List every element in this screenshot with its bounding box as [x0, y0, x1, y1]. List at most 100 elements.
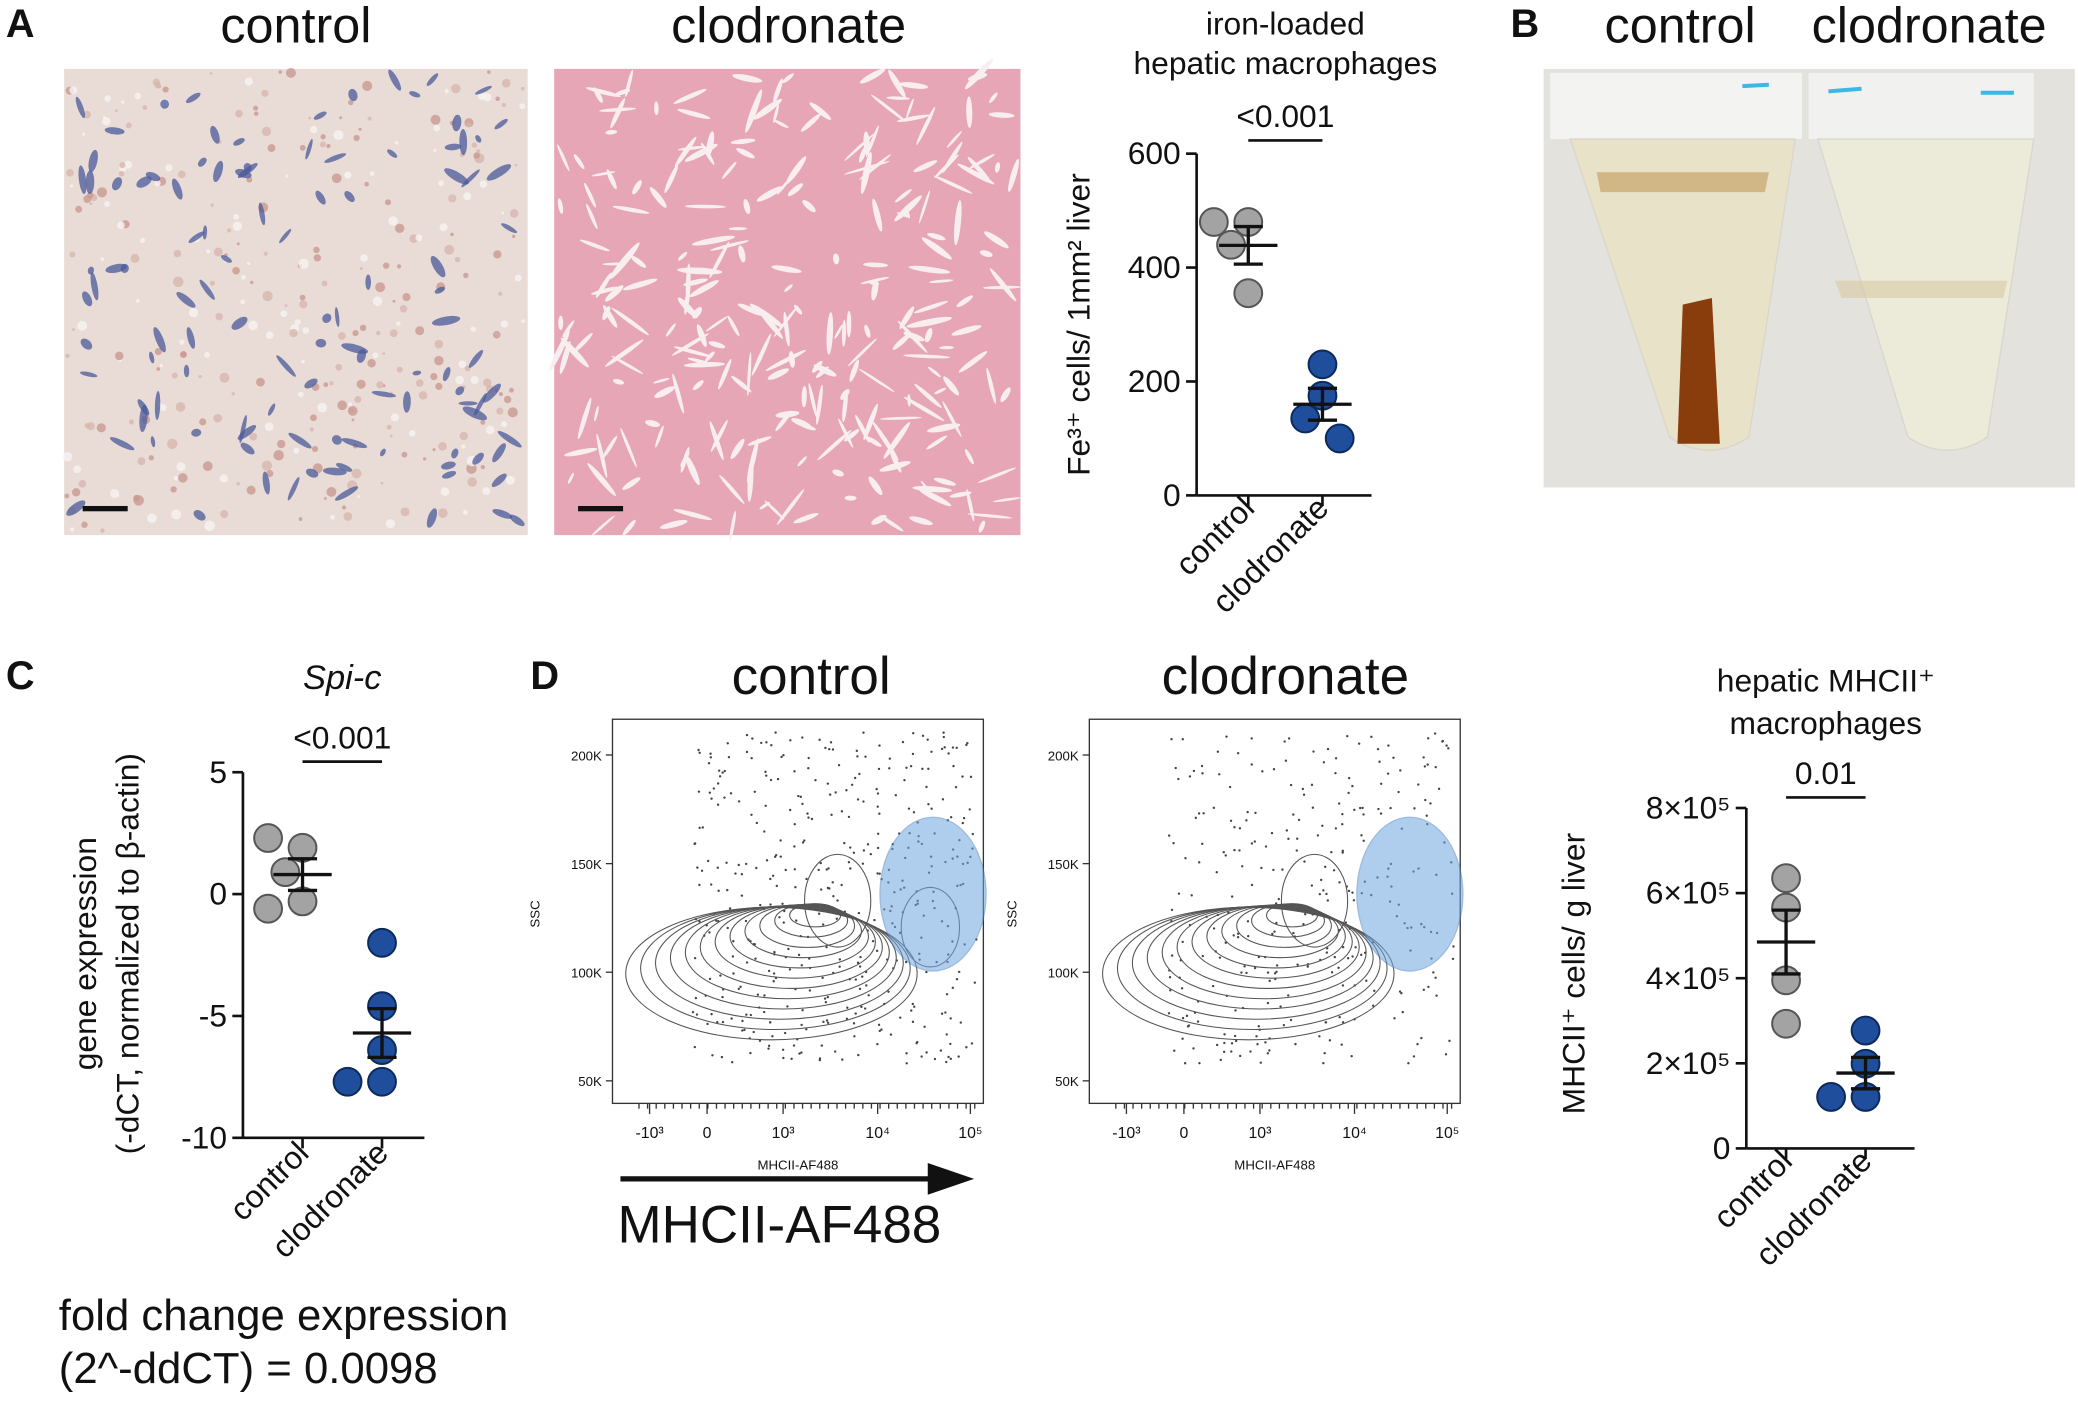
texture-sinusoid [934, 387, 947, 395]
flow-event [1322, 1061, 1325, 1065]
flow-event [876, 1042, 879, 1046]
flow-event [878, 1029, 881, 1033]
texture-dot [501, 102, 506, 108]
flow-event [782, 1056, 785, 1060]
flow-event [698, 751, 701, 754]
texture-cell [426, 73, 439, 86]
texture-cell [412, 370, 422, 376]
texture-dot [359, 324, 367, 332]
texture-dot [400, 507, 410, 517]
flow-event [820, 1044, 824, 1047]
texture-sinusoid [710, 419, 728, 452]
flow-event [845, 1017, 849, 1020]
flow-event [749, 1051, 752, 1055]
flow-event [751, 737, 754, 740]
texture-cell [171, 178, 183, 200]
p-value: <0.001 [1236, 98, 1334, 134]
texture-dot [233, 213, 240, 220]
flow-event [765, 859, 769, 862]
texture-sinusoid [604, 339, 644, 367]
texture-sinusoid [966, 96, 973, 128]
texture-dot [480, 465, 485, 470]
flow-event [901, 740, 905, 744]
texture-dot [376, 330, 381, 336]
flow-event [1312, 750, 1315, 753]
flow-event [930, 750, 933, 753]
flow-event [831, 881, 834, 884]
texture-dot [448, 194, 457, 203]
flow-event [888, 757, 892, 760]
texture-dot [104, 95, 112, 102]
texture-dot [72, 328, 75, 331]
texture-dot [313, 246, 320, 254]
flow-event [1337, 802, 1341, 805]
flow-event [697, 790, 701, 793]
texture-dot [434, 355, 444, 366]
chart: 0 2×10⁵ 4×10⁵ 6×10⁵ 8×10⁵ hepatic MHCII⁺ macro… [1556, 662, 1935, 1272]
flow-event [1219, 1058, 1222, 1062]
flow-event [1181, 738, 1184, 741]
texture-sinusoid [978, 520, 986, 533]
flow-event [710, 883, 713, 886]
flow-event [708, 977, 712, 981]
texture-dot [320, 134, 326, 140]
flow-event [715, 919, 718, 922]
texture-dot [62, 452, 73, 462]
texture-sinusoid [736, 147, 755, 159]
p-value: 0.01 [1795, 755, 1857, 791]
texture-sinusoid [560, 337, 589, 368]
texture-dot [81, 521, 88, 528]
flow-event [1432, 971, 1435, 974]
flow-event [1201, 954, 1204, 958]
texture-sinusoid [930, 245, 945, 257]
y-tick-label: 0 [1713, 1130, 1731, 1166]
flow-x-tick-label: 10³ [772, 1125, 795, 1142]
texture-sinusoid [984, 231, 1009, 249]
texture-sinusoid [897, 114, 930, 122]
texture-sinusoid [728, 227, 747, 231]
texture-cell [322, 467, 347, 476]
texture-dot [409, 429, 416, 437]
flow-event [1225, 735, 1228, 738]
flow-event [955, 978, 959, 981]
flow-event [716, 782, 720, 785]
flow-event [1266, 1001, 1270, 1005]
flow-event [771, 874, 775, 877]
flow-event [782, 754, 785, 757]
flow-event [1361, 806, 1364, 810]
flow-event [852, 1022, 856, 1025]
flow-event [718, 775, 722, 778]
texture-sinusoid [671, 333, 709, 356]
flow-event [797, 953, 801, 957]
texture-sinusoid [584, 182, 596, 208]
flow-event [827, 867, 830, 870]
flow-event [821, 976, 824, 980]
image-title: control [1605, 0, 1756, 53]
flow-event [763, 830, 766, 833]
flow-event [1233, 1034, 1237, 1038]
texture-sinusoid [719, 474, 745, 504]
texture-dot [482, 486, 491, 496]
texture-cell [75, 96, 86, 119]
flow-event [781, 902, 784, 905]
flow-x-tick-label: 10⁴ [865, 1125, 890, 1142]
texture-sinusoid [605, 285, 624, 302]
flow-event [717, 769, 721, 772]
texture-sinusoid [986, 367, 996, 404]
flow-event [719, 974, 722, 977]
flow-event [1185, 1014, 1189, 1018]
flow-event [955, 746, 958, 750]
texture-sinusoid [610, 98, 626, 129]
texture-sinusoid [942, 400, 962, 438]
texture-sinusoid [632, 180, 642, 195]
texture-sinusoid [846, 310, 852, 338]
data-point [332, 1066, 363, 1097]
texture-dot [384, 199, 392, 206]
flow-event [767, 1044, 771, 1048]
texture-sinusoid [786, 156, 807, 184]
texture-sinusoid [863, 131, 871, 156]
y-tick-label: -5 [199, 998, 227, 1034]
flow-event [968, 808, 971, 811]
flow-event [740, 872, 744, 876]
texture-dot [432, 448, 436, 452]
